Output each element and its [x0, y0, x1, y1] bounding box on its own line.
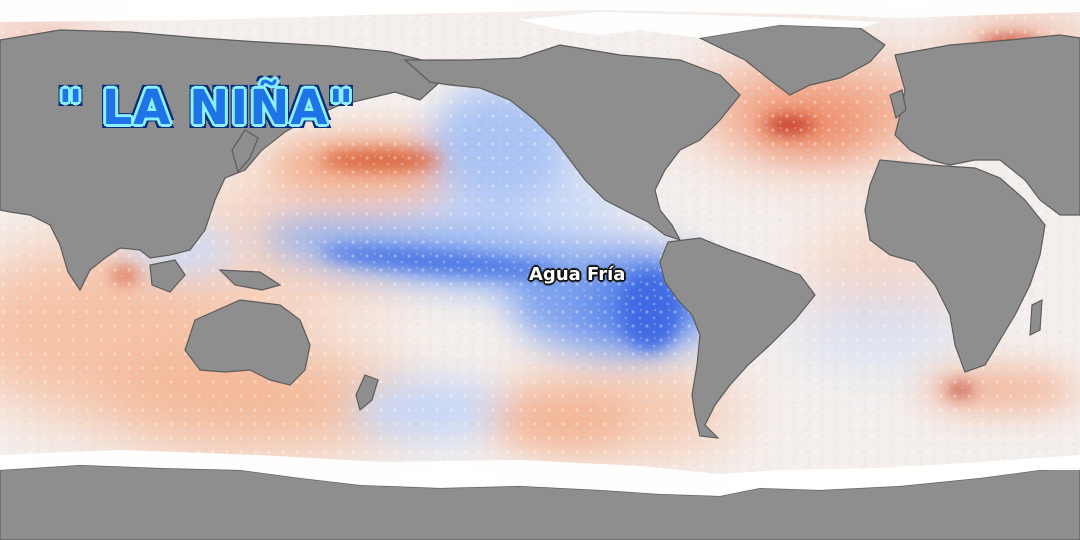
land-masses: [0, 24, 1080, 540]
north-america: [403, 44, 741, 242]
africa: [864, 159, 1046, 373]
australia: [184, 299, 311, 386]
japan: [231, 129, 259, 174]
sea-ice: [0, 0, 1080, 496]
greenland: [698, 24, 886, 96]
map-title: " LA NIÑA": [58, 80, 355, 136]
eurasia-right: [894, 34, 1080, 216]
madagascar: [1029, 298, 1043, 337]
uk: [889, 89, 907, 120]
borneo: [149, 259, 186, 293]
cold-water-label: Agua Fría: [529, 264, 626, 285]
eurasia-left: [0, 29, 441, 292]
new-zealand: [355, 374, 379, 412]
south-america: [659, 237, 816, 439]
new-guinea: [218, 269, 282, 291]
